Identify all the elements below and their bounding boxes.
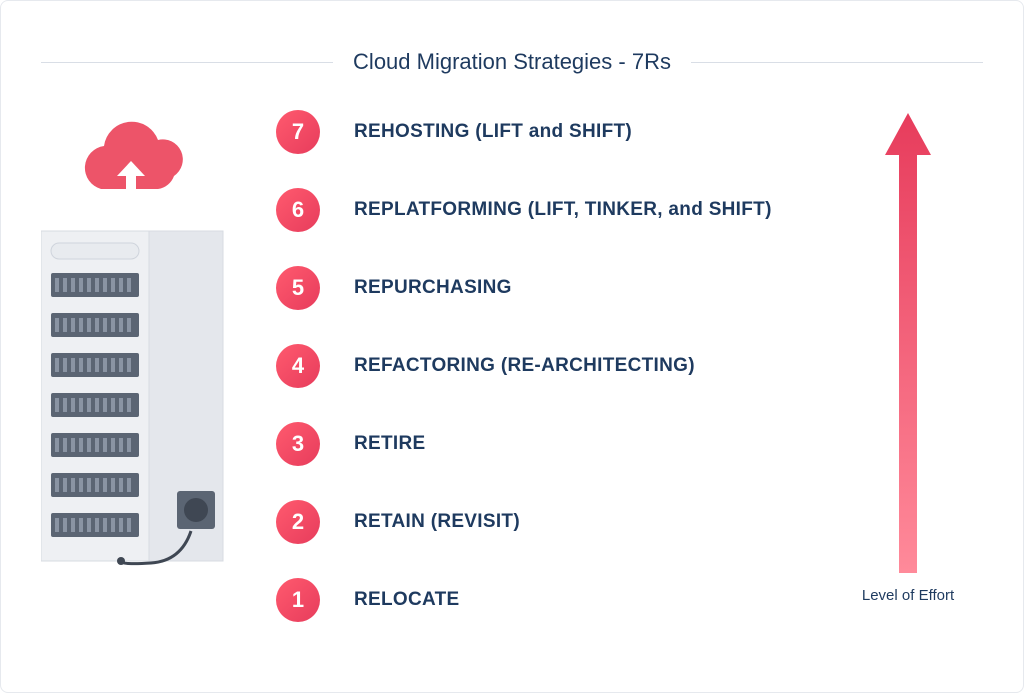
server-svg xyxy=(41,121,231,621)
title-row: Cloud Migration Strategies - 7Rs xyxy=(41,49,983,75)
strategy-list: 7 REHOSTING (LIFT and SHIFT) 6 REPLATFOR… xyxy=(276,93,836,639)
strategy-label: REPURCHASING xyxy=(354,277,512,299)
list-item: 1 RELOCATE xyxy=(276,561,836,639)
strategy-label: RETAIN (REVISIT) xyxy=(354,511,520,533)
effort-indicator: Level of Effort xyxy=(848,113,968,643)
strategy-label: RELOCATE xyxy=(354,589,460,611)
list-item: 5 REPURCHASING xyxy=(276,249,836,327)
list-item: 2 RETAIN (REVISIT) xyxy=(276,483,836,561)
arrow-up-icon xyxy=(883,113,933,573)
strategy-label: REPLATFORMING (LIFT, TINKER, and SHIFT) xyxy=(354,199,772,221)
strategy-label: REFACTORING (RE-ARCHITECTING) xyxy=(354,355,695,377)
rank-badge: 6 xyxy=(276,188,320,232)
server-rack-icon xyxy=(41,231,223,565)
list-item: 7 REHOSTING (LIFT and SHIFT) xyxy=(276,93,836,171)
rule-right xyxy=(691,62,983,63)
strategy-label: REHOSTING (LIFT and SHIFT) xyxy=(354,121,632,143)
list-item: 6 REPLATFORMING (LIFT, TINKER, and SHIFT… xyxy=(276,171,836,249)
rank-badge: 3 xyxy=(276,422,320,466)
rank-badge: 7 xyxy=(276,110,320,154)
rank-badge: 1 xyxy=(276,578,320,622)
strategy-label: RETIRE xyxy=(354,433,425,455)
rank-badge: 2 xyxy=(276,500,320,544)
rule-left xyxy=(41,62,333,63)
page-title: Cloud Migration Strategies - 7Rs xyxy=(353,49,671,75)
effort-caption: Level of Effort xyxy=(862,587,954,604)
list-item: 4 REFACTORING (RE-ARCHITECTING) xyxy=(276,327,836,405)
rank-badge: 4 xyxy=(276,344,320,388)
rank-badge: 5 xyxy=(276,266,320,310)
cloud-upload-icon xyxy=(85,122,183,199)
list-item: 3 RETIRE xyxy=(276,405,836,483)
server-illustration xyxy=(41,121,231,621)
infographic-card: Cloud Migration Strategies - 7Rs xyxy=(0,0,1024,693)
